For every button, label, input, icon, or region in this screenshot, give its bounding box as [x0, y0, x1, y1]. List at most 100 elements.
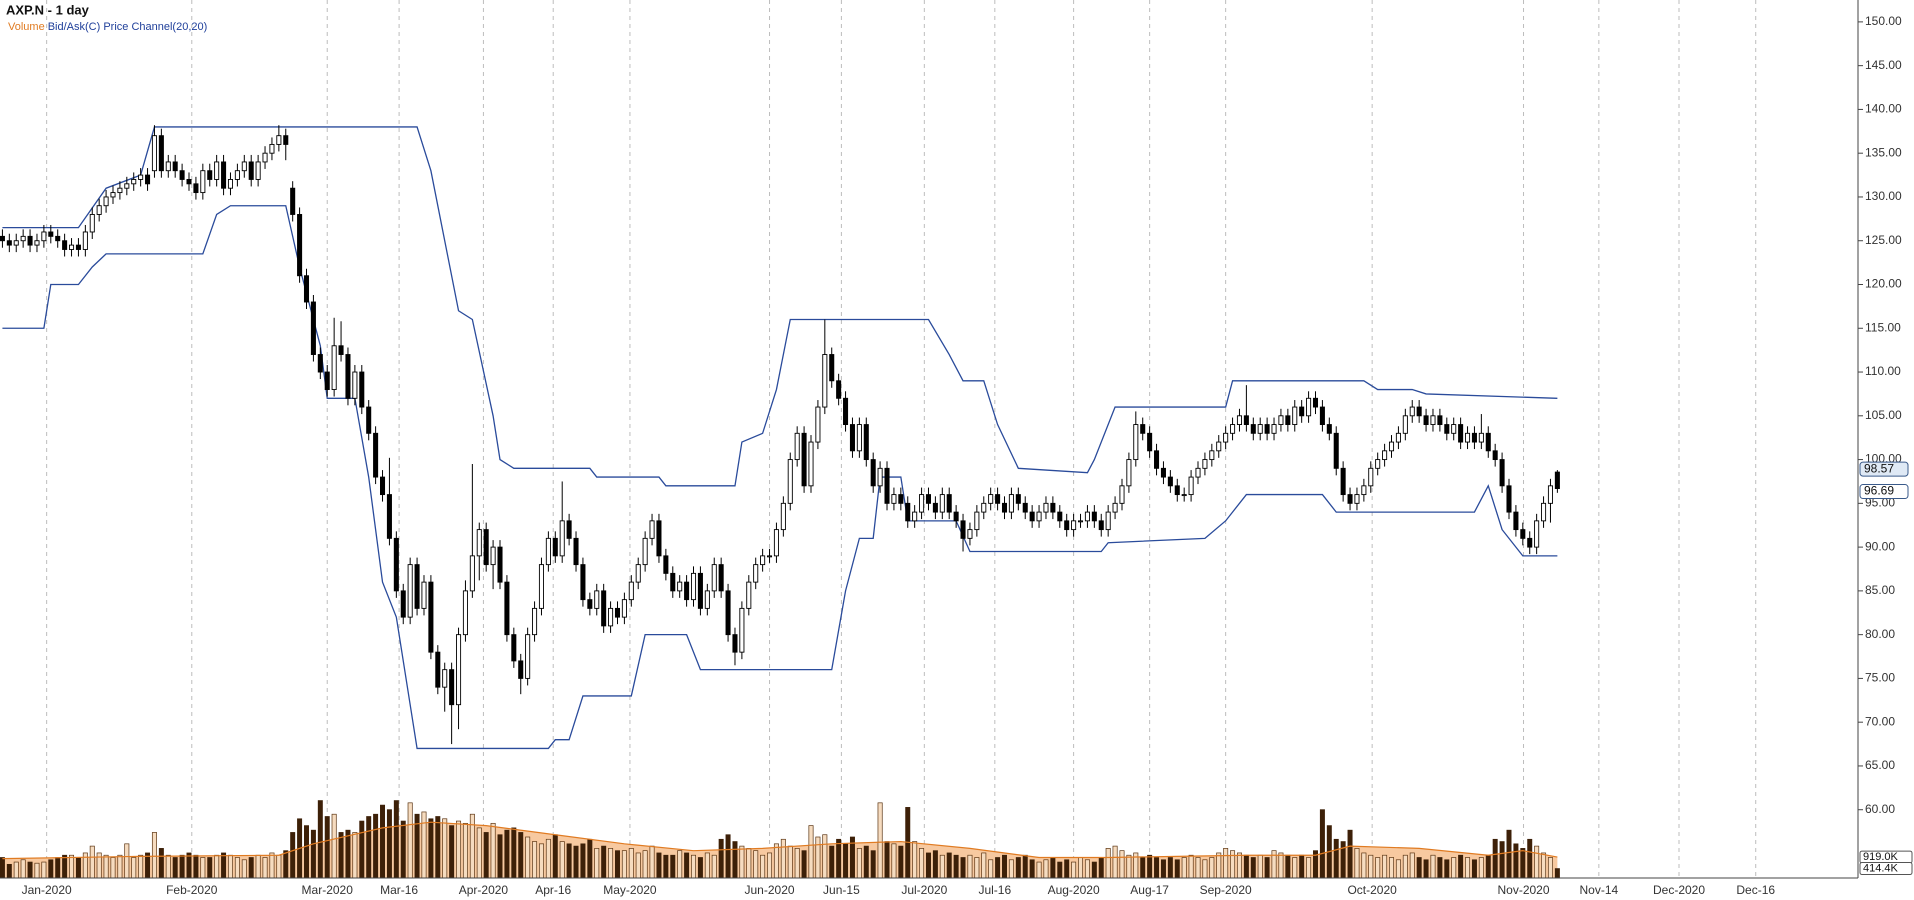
volume-bar: [670, 854, 676, 879]
volume-bar: [34, 862, 40, 879]
legend: Volume Bid/Ask(C) Price Channel(20,20): [8, 21, 207, 33]
volume-bar: [1354, 848, 1360, 879]
candle-body: [207, 170, 213, 180]
volume-bar: [1423, 859, 1429, 879]
volume-bar: [642, 850, 648, 879]
candle-body: [1382, 450, 1388, 461]
candle-body: [1036, 511, 1042, 522]
x-tick-label: Oct-2020: [1347, 883, 1397, 897]
candle-body: [55, 235, 61, 242]
candle-body: [1527, 537, 1533, 548]
volume-bar: [608, 848, 614, 879]
candle-body: [255, 161, 261, 180]
x-tick-label: Apr-2020: [459, 883, 509, 897]
candle-body: [138, 174, 144, 180]
volume-bar: [1444, 859, 1450, 879]
candle-body: [863, 424, 869, 461]
y-tick-label: 135.00: [1865, 145, 1902, 159]
candle-body: [815, 406, 821, 443]
candle-body: [1492, 450, 1498, 461]
candle-body: [1333, 432, 1339, 469]
volume-bar: [1375, 857, 1381, 879]
y-tick-label: 75.00: [1865, 671, 1895, 685]
volume-bar: [241, 859, 247, 879]
x-tick-label: Jul-2020: [901, 883, 947, 897]
candle-body: [760, 555, 766, 566]
y-tick-label: 125.00: [1865, 233, 1902, 247]
volume-bar: [1202, 859, 1208, 879]
volume-bar: [656, 852, 662, 879]
candle-body: [1188, 476, 1194, 496]
x-tick-label: Dec-2020: [1653, 883, 1705, 897]
volume-bar: [407, 802, 413, 879]
volume-bar: [981, 852, 987, 879]
volume-bar: [138, 854, 144, 879]
candle-body: [290, 187, 296, 215]
candle-body: [697, 572, 703, 609]
candle-body: [552, 537, 558, 557]
volume-bar: [1430, 854, 1436, 879]
volume-bar: [1465, 857, 1471, 879]
candle-body: [1471, 432, 1477, 443]
volume-bar: [248, 857, 254, 879]
candle-body: [856, 424, 862, 452]
volume-bar: [753, 850, 759, 879]
volume-bar: [456, 820, 462, 879]
chart-title: AXP.N - 1 day: [6, 2, 90, 17]
candle-body: [725, 590, 731, 636]
candle-body: [1133, 424, 1139, 461]
volume-bar: [504, 829, 510, 879]
candle-body: [808, 441, 814, 487]
volume-bar: [877, 802, 883, 879]
candle-body: [1195, 467, 1201, 478]
candle-body: [1312, 397, 1319, 408]
volume-bar: [103, 854, 109, 879]
candle-body: [773, 529, 779, 557]
candle-body: [117, 187, 123, 194]
candle-body: [981, 502, 987, 513]
candle-body: [794, 432, 800, 461]
candle-body: [1174, 485, 1180, 496]
volume-bar: [193, 854, 199, 879]
candle-body: [338, 345, 344, 355]
candle-body: [331, 345, 337, 390]
candle-body: [269, 143, 275, 154]
candle-body: [1160, 467, 1166, 478]
volume-bar: [373, 813, 379, 879]
volume-bar: [1057, 861, 1063, 879]
candle-body: [746, 581, 752, 609]
candle-body: [449, 669, 455, 706]
x-tick-label: May-2020: [603, 883, 657, 897]
volume-bar: [1437, 857, 1443, 879]
candle-body: [953, 511, 959, 522]
volume-bar: [691, 854, 697, 879]
volume-bar: [1112, 845, 1118, 879]
channel-line: [2, 126, 1558, 487]
candle-body: [1257, 424, 1263, 434]
volume-bar: [1071, 861, 1077, 879]
candle-body: [317, 354, 323, 373]
volume-bar: [1547, 857, 1553, 879]
candle-body: [165, 161, 171, 172]
legend-entry: Bid/Ask(C) Price Channel(20,20): [48, 21, 208, 33]
candle-body: [1202, 459, 1208, 469]
candle-body: [276, 135, 282, 145]
candle-body: [580, 564, 586, 601]
volume-bar: [1154, 857, 1160, 879]
volume-bar: [1513, 843, 1519, 879]
volume-bar: [1478, 857, 1484, 879]
candle-body: [1423, 415, 1429, 426]
candle-body: [1451, 424, 1457, 434]
volume-bar: [912, 841, 918, 879]
candle-body: [1416, 406, 1422, 417]
grid: [46, 0, 1757, 878]
candle-body: [27, 235, 33, 246]
candle-body: [614, 607, 621, 618]
candle-body: [428, 581, 434, 653]
candle-body: [386, 494, 392, 539]
candle-body: [822, 354, 828, 408]
candle-body: [41, 231, 47, 242]
volume-bar: [69, 854, 75, 879]
volume-bar: [856, 848, 862, 879]
volume-bar: [1064, 859, 1070, 879]
